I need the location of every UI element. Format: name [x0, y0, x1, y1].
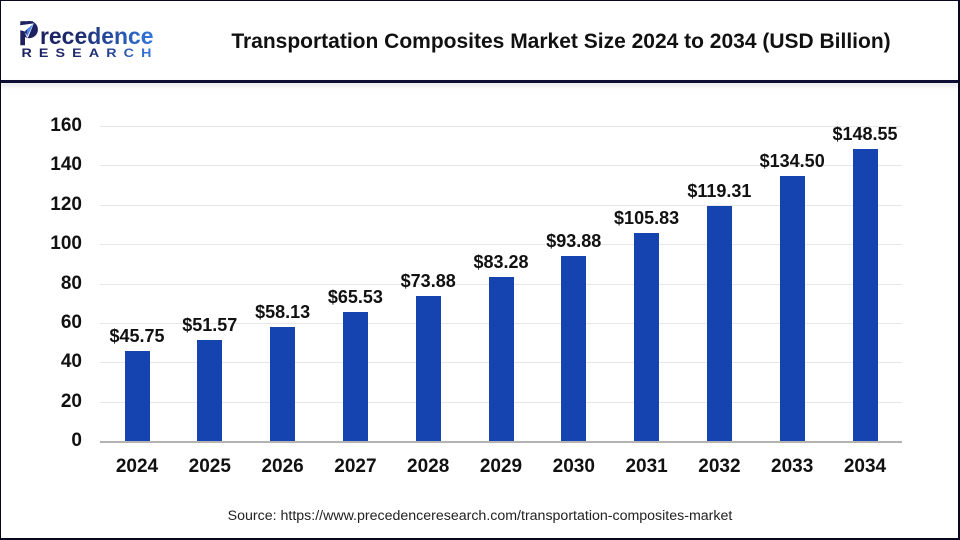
svg-text:RESEARCH: RESEARCH [22, 46, 159, 60]
svg-text:recedence: recedence [40, 23, 154, 49]
